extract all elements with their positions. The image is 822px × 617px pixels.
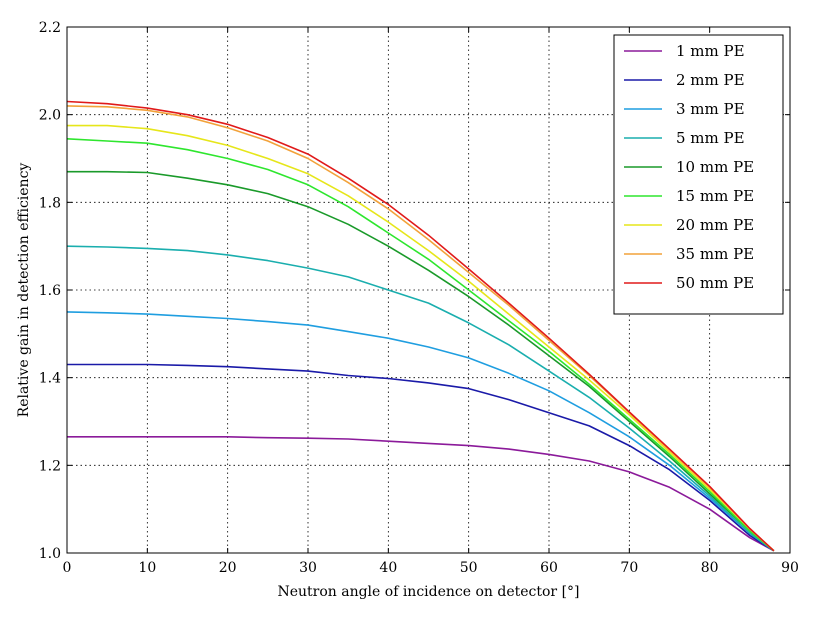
y-tick-label: 2.2	[39, 20, 61, 36]
series-line-15-mm-pe	[66, 138, 775, 552]
x-tick-label: 60	[540, 560, 558, 576]
series-line-2-mm-pe	[67, 363, 775, 552]
legend-label: 50 mm PE	[676, 274, 754, 292]
legend-box	[613, 34, 784, 315]
y-tick-label: 2.0	[39, 108, 61, 124]
x-tick-label: 30	[299, 560, 317, 576]
x-axis-label: Neutron angle of incidence on detector […	[277, 584, 579, 600]
y-axis-label: Relative gain in detection efficiency	[16, 163, 32, 418]
x-tick-label: 40	[379, 560, 397, 576]
series-line-10-mm-pe	[67, 170, 775, 552]
y-tick-label: 1.4	[39, 371, 61, 387]
series-line-3-mm-pe	[66, 311, 775, 552]
legend-label: 1 mm PE	[676, 42, 745, 60]
x-tick-label: 80	[701, 560, 719, 576]
legend-label: 3 mm PE	[676, 100, 745, 118]
x-tick-label: 20	[219, 560, 237, 576]
y-tick-label: 1.0	[39, 546, 61, 562]
x-tick-label: 0	[63, 560, 72, 576]
series-line-1-mm-pe	[67, 435, 775, 552]
legend-label: 35 mm PE	[676, 245, 754, 263]
tick-labels: 0 10 20 30 40 50 60 70 80 90 1.0 1.2 1.4 1.6 1.8 2.0 2.2	[39, 20, 799, 576]
legend: 1 mm PE 2 mm PE 3 mm PE 5 mm PE 10 mm PE 15 m…	[613, 34, 784, 315]
x-tick-label: 10	[138, 560, 156, 576]
x-tick-label: 50	[460, 560, 478, 576]
x-tick-label: 90	[781, 560, 799, 576]
y-tick-label: 1.2	[39, 458, 61, 474]
series-lines	[66, 100, 775, 552]
legend-label: 20 mm PE	[676, 216, 754, 234]
y-tick-label: 1.8	[39, 195, 61, 211]
legend-label: 2 mm PE	[676, 71, 745, 89]
ticks	[66, 26, 791, 554]
series-line-5-mm-pe	[66, 245, 775, 552]
series-line-50-mm-pe	[66, 100, 775, 552]
series-line-20-mm-pe	[67, 124, 775, 552]
legend-label: 5 mm PE	[676, 129, 745, 147]
y-tick-label: 1.6	[39, 283, 61, 299]
legend-label: 15 mm PE	[676, 187, 754, 205]
x-tick-label: 70	[620, 560, 638, 576]
legend-label: 10 mm PE	[676, 158, 754, 176]
